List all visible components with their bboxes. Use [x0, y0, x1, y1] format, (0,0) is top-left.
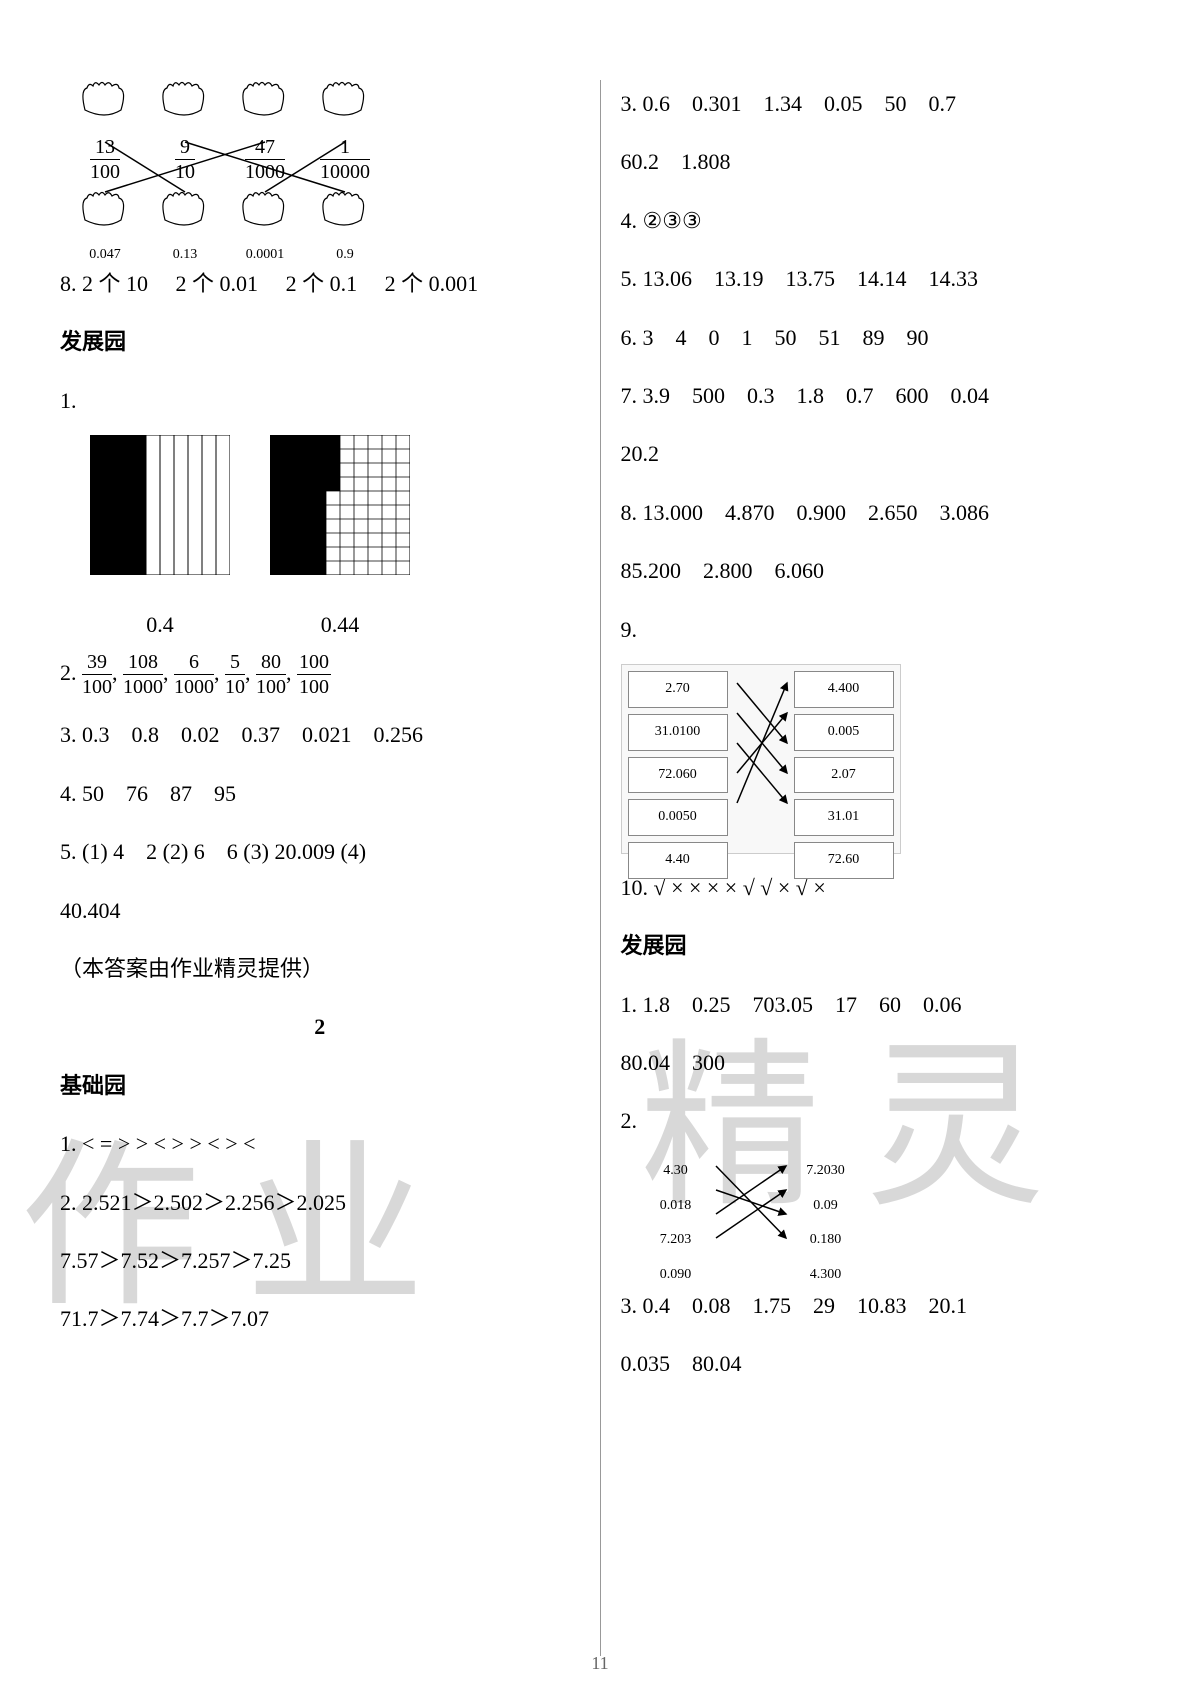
hand-top-1: 910 — [150, 80, 220, 182]
r-q7a: 7. 3.9 500 0.3 1.8 0.7 600 0.04 — [621, 372, 1141, 420]
line-8-prefix: 8. — [60, 271, 82, 296]
q2-frac-0: 39100 — [82, 652, 112, 697]
hand-bottom-3: 0.9 — [310, 190, 380, 263]
match9-row-2: 72.060 2.07 — [628, 757, 894, 794]
match9-right-1: 0.005 — [794, 714, 894, 751]
match2-right-1: 0.09 — [791, 1191, 861, 1222]
credit-line: （本答案由作业精灵提供） — [60, 945, 580, 993]
b-q1: 1. < = > > < > > < > < — [60, 1120, 580, 1168]
hand-bottom-0-label: 0.047 — [70, 247, 140, 262]
q5a: 5. (1) 4 2 (2) 6 6 (3) 20.009 (4) — [60, 828, 580, 876]
match9-row-4: 4.40 72.60 — [628, 842, 894, 879]
q2-frac-1: 1081000 — [123, 652, 163, 697]
q1-label: 1. — [60, 377, 580, 425]
match2-right-3: 4.300 — [791, 1260, 861, 1291]
match2-left-0: 4.30 — [641, 1156, 711, 1187]
hand-top-0: 13100 — [70, 80, 140, 182]
page-content: 13100 910 471000 110000 0.047 0.13 0. — [0, 0, 1200, 1696]
match9-left-3: 0.0050 — [628, 799, 728, 836]
match2-right-0: 7.2030 — [791, 1156, 861, 1187]
square-tenths: 0.4 — [90, 435, 230, 649]
match9-right-4: 72.60 — [794, 842, 894, 879]
q5b: 40.404 — [60, 887, 580, 935]
q2-frac-2: 61000 — [174, 652, 214, 697]
match2-row-2: 7.203 0.180 — [641, 1225, 861, 1256]
match9-row-0: 2.70 4.400 — [628, 671, 894, 708]
square-tenths-svg — [90, 435, 230, 575]
hand-bottom-2-label: 0.0001 — [230, 247, 300, 262]
r-q9-label: 9. — [621, 606, 1141, 654]
line-8-p1: 2 个 0.01 — [176, 271, 259, 296]
match-diagram-2: 4.30 7.2030 0.018 0.09 7.203 0.180 0.090… — [641, 1156, 861, 1276]
r-q7b: 20.2 — [621, 430, 1141, 478]
hand-top-2-frac: 471000 — [230, 137, 300, 182]
square-hundredths-svg — [270, 435, 410, 575]
match9-right-0: 4.400 — [794, 671, 894, 708]
match2-left-2: 7.203 — [641, 1225, 711, 1256]
match2-right-2: 0.180 — [791, 1225, 861, 1256]
d1a: 1. 1.8 0.25 703.05 17 60 0.06 — [621, 981, 1141, 1029]
hand-top-3-frac: 110000 — [310, 137, 380, 182]
match9-left-2: 72.060 — [628, 757, 728, 794]
shaded-squares: 0.4 0.44 — [90, 435, 580, 649]
hand-bottom-1: 0.13 — [150, 190, 220, 263]
q2-frac-4: 80100 — [256, 652, 286, 697]
match2-row-0: 4.30 7.2030 — [641, 1156, 861, 1187]
r-q3b: 60.2 1.808 — [621, 138, 1141, 186]
hand-top-2: 471000 — [230, 80, 300, 182]
square-tenths-label: 0.4 — [90, 601, 230, 649]
q3: 3. 0.3 0.8 0.02 0.37 0.021 0.256 — [60, 711, 580, 759]
hand-top-0-frac: 13100 — [70, 137, 140, 182]
r-q8a: 8. 13.000 4.870 0.900 2.650 3.086 — [621, 489, 1141, 537]
line-8: 8. 2 个 10 2 个 0.01 2 个 0.1 2 个 0.001 — [60, 260, 580, 308]
section-title-dev1: 发展园 — [60, 318, 580, 366]
hand-bottom-2: 0.0001 — [230, 190, 300, 263]
q2-frac-5: 100100 — [297, 652, 331, 697]
hands-diagram: 13100 910 471000 110000 0.047 0.13 0. — [60, 80, 380, 250]
q2-frac-3: 510 — [225, 652, 245, 697]
match2-left-3: 0.090 — [641, 1260, 711, 1291]
square-hundredths-label: 0.44 — [270, 601, 410, 649]
match9-right-3: 31.01 — [794, 799, 894, 836]
line-8-p3: 2 个 0.001 — [385, 271, 479, 296]
section-title-basic: 基础园 — [60, 1062, 580, 1110]
line-8-p0: 2 个 10 — [82, 271, 148, 296]
hand-top-3: 110000 — [310, 80, 380, 182]
b-q2a: 2. 2.521＞2.502＞2.256＞2.025 — [60, 1179, 580, 1227]
square-hundredths: 0.44 — [270, 435, 410, 649]
r-q5: 5. 13.06 13.19 13.75 14.14 14.33 — [621, 255, 1141, 303]
right-column: 3. 0.6 0.301 1.34 0.05 50 0.7 60.2 1.808… — [601, 80, 1161, 1656]
match9-row-1: 31.0100 0.005 — [628, 714, 894, 751]
b-q2b: 7.57＞7.52＞7.257＞7.25 — [60, 1237, 580, 1285]
b-q2c: 71.7＞7.74＞7.7＞7.07 — [60, 1295, 580, 1343]
hand-bottom-1-label: 0.13 — [150, 247, 220, 262]
match9-left-1: 31.0100 — [628, 714, 728, 751]
d3b: 0.035 80.04 — [621, 1340, 1141, 1388]
r-q4: 4. ②③③ — [621, 197, 1141, 245]
section-title-dev2: 发展园 — [621, 922, 1141, 970]
left-column: 13100 910 471000 110000 0.047 0.13 0. — [40, 80, 600, 1656]
chapter-2-heading: 2 — [60, 1003, 580, 1051]
match2-row-1: 0.018 0.09 — [641, 1191, 861, 1222]
match2-left-1: 0.018 — [641, 1191, 711, 1222]
match9-left-4: 4.40 — [628, 842, 728, 879]
match2-row-3: 0.090 4.300 — [641, 1260, 861, 1291]
match9-row-3: 0.0050 31.01 — [628, 799, 894, 836]
hand-bottom-0: 0.047 — [70, 190, 140, 263]
q2-fractions: 2. 39100, 1081000, 61000, 510, 80100, 10… — [60, 649, 580, 697]
d1b: 80.04 300 — [621, 1039, 1141, 1087]
hand-top-1-frac: 910 — [150, 137, 220, 182]
q4: 4. 50 76 87 95 — [60, 770, 580, 818]
r-q6: 6. 3 4 0 1 50 51 89 90 — [621, 314, 1141, 362]
r-q3a: 3. 0.6 0.301 1.34 0.05 50 0.7 — [621, 80, 1141, 128]
match9-right-2: 2.07 — [794, 757, 894, 794]
q2-prefix: 2. — [60, 660, 82, 685]
match9-left-0: 2.70 — [628, 671, 728, 708]
d2-label: 2. — [621, 1097, 1141, 1145]
hand-bottom-3-label: 0.9 — [310, 247, 380, 262]
match-diagram-9: 2.70 4.400 31.0100 0.005 72.060 2.07 0.0… — [621, 664, 901, 854]
r-q8b: 85.200 2.800 6.060 — [621, 547, 1141, 595]
line-8-p2: 2 个 0.1 — [286, 271, 358, 296]
